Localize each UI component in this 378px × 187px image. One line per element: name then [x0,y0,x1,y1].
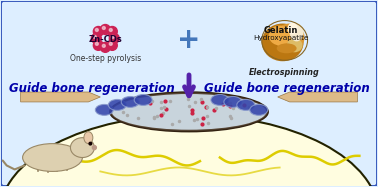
Circle shape [93,27,103,36]
Ellipse shape [95,104,113,115]
Ellipse shape [250,104,268,115]
Ellipse shape [224,96,242,107]
Circle shape [93,35,96,38]
Circle shape [102,27,105,30]
Ellipse shape [237,99,255,110]
FancyArrow shape [278,92,357,102]
Circle shape [95,28,98,31]
Text: Electrospinning: Electrospinning [249,68,320,77]
Circle shape [93,40,103,50]
Ellipse shape [211,94,229,105]
Ellipse shape [288,22,297,34]
Text: One-step pyrolysis: One-step pyrolysis [70,54,141,63]
Text: Guide bone regeneration: Guide bone regeneration [204,82,369,95]
Circle shape [89,142,91,145]
Circle shape [109,28,112,31]
Text: Gelatin: Gelatin [263,26,298,35]
Ellipse shape [287,38,302,52]
Text: +: + [177,26,201,54]
FancyArrow shape [21,92,100,102]
Circle shape [100,42,110,52]
Circle shape [107,40,117,50]
Ellipse shape [110,92,268,132]
Circle shape [100,24,110,34]
Ellipse shape [23,144,82,171]
Ellipse shape [84,132,93,144]
Ellipse shape [0,115,378,187]
Ellipse shape [112,94,266,130]
Ellipse shape [108,99,126,110]
Text: Guide bone regeneration: Guide bone regeneration [9,82,174,95]
Circle shape [91,33,101,43]
Ellipse shape [290,24,304,41]
Ellipse shape [121,96,139,107]
Circle shape [102,44,105,47]
Circle shape [109,42,112,45]
Ellipse shape [70,138,94,157]
Circle shape [109,33,119,43]
Text: Hydroxyapatite: Hydroxyapatite [253,35,308,41]
Circle shape [95,42,98,45]
Ellipse shape [134,94,152,105]
Ellipse shape [277,43,297,53]
Circle shape [111,35,114,38]
Text: Zn-CDs: Zn-CDs [88,35,122,44]
Circle shape [92,146,96,150]
Ellipse shape [262,24,304,61]
Circle shape [107,27,117,36]
Ellipse shape [275,24,305,51]
Ellipse shape [269,25,291,45]
